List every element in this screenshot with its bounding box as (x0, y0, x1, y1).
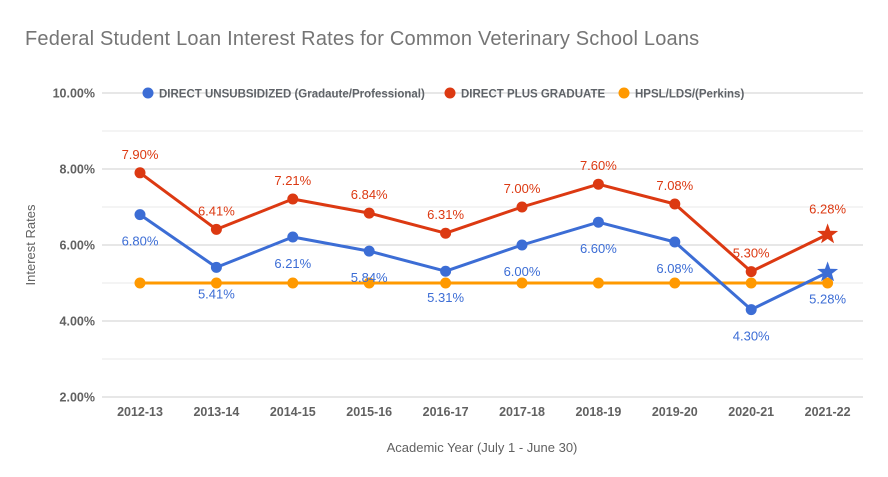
data-point-label: 5.30% (733, 246, 770, 261)
x-tick-label: 2021-22 (805, 405, 851, 419)
data-point-marker[interactable] (363, 207, 375, 219)
data-point-label: 6.28% (809, 201, 846, 216)
data-point-marker[interactable] (516, 239, 528, 251)
y-axis-title: Interest Rates (23, 204, 38, 285)
x-axis-title: Academic Year (July 1 - June 30) (387, 440, 578, 455)
series-line (138, 213, 830, 312)
y-tick-label: 4.00% (60, 315, 95, 329)
data-point-marker[interactable] (440, 227, 452, 239)
data-point-label: 6.80% (122, 234, 159, 249)
data-point-marker[interactable] (210, 277, 222, 289)
data-point-label: 6.84% (351, 187, 388, 202)
data-point-marker[interactable] (287, 193, 299, 205)
chart-title: Federal Student Loan Interest Rates for … (25, 28, 700, 50)
data-point-marker[interactable] (287, 277, 299, 289)
data-point-label: 6.21% (274, 256, 311, 271)
legend-item-label: HPSL/LDS/(Perkins) (635, 89, 744, 101)
legend-item-label: DIRECT UNSUBSIDIZED (Gradaute/Profession… (159, 89, 425, 101)
data-point-label: 5.84% (351, 270, 388, 285)
data-point-marker[interactable] (516, 277, 528, 289)
data-point-marker[interactable] (592, 277, 604, 289)
data-point-label: 5.31% (427, 290, 464, 305)
data-point-label: 7.08% (656, 178, 693, 193)
data-point-marker[interactable] (516, 201, 528, 213)
data-point-marker[interactable] (134, 167, 146, 179)
data-point-marker[interactable] (822, 277, 834, 289)
data-point-label: 5.41% (198, 286, 235, 301)
data-point-label: 6.08% (656, 261, 693, 276)
data-point-label: 4.30% (733, 329, 770, 344)
x-tick-label: 2013-14 (193, 405, 239, 419)
x-tick-label: 2012-13 (117, 405, 163, 419)
data-point-marker[interactable] (363, 277, 375, 289)
y-tick-label: 6.00% (60, 239, 95, 253)
x-tick-label: 2017-18 (499, 405, 545, 419)
data-point-label: 6.00% (504, 264, 541, 279)
data-point-star-marker[interactable] (817, 261, 839, 282)
data-point-marker[interactable] (134, 277, 146, 289)
data-point-label: 7.90% (122, 147, 159, 162)
data-point-marker[interactable] (363, 245, 375, 257)
x-tick-label: 2019-20 (652, 405, 698, 419)
data-point-marker[interactable] (669, 277, 681, 289)
data-point-marker[interactable] (440, 277, 452, 289)
legend-item[interactable]: DIRECT UNSUBSIDIZED (Gradaute/Profession… (142, 87, 425, 101)
y-tick-label: 2.00% (60, 391, 95, 405)
data-point-marker[interactable] (592, 216, 604, 228)
data-point-marker[interactable] (745, 266, 757, 278)
data-point-marker[interactable] (134, 209, 146, 221)
x-tick-label: 2020-21 (728, 405, 774, 419)
x-tick-label: 2014-15 (270, 405, 316, 419)
legend-item[interactable]: DIRECT PLUS GRADUATE (444, 87, 606, 101)
x-tick-label: 2015-16 (346, 405, 392, 419)
data-point-marker[interactable] (210, 223, 222, 235)
legend-item-label: DIRECT PLUS GRADUATE (461, 89, 606, 101)
data-point-marker[interactable] (745, 277, 757, 289)
data-point-marker[interactable] (440, 265, 452, 277)
data-point-marker[interactable] (669, 198, 681, 210)
data-point-label: 6.41% (198, 203, 235, 218)
data-point-label: 7.00% (504, 181, 541, 196)
y-tick-label: 10.00% (53, 87, 95, 101)
data-point-star-marker[interactable] (817, 223, 839, 244)
data-point-label: 7.60% (580, 158, 617, 173)
legend-marker-icon (618, 87, 630, 99)
series-line (138, 171, 830, 274)
legend-marker-icon (444, 87, 456, 99)
data-point-marker[interactable] (669, 236, 681, 248)
data-point-label: 6.60% (580, 241, 617, 256)
x-tick-label: 2018-19 (575, 405, 621, 419)
legend-item[interactable]: HPSL/LDS/(Perkins) (618, 87, 745, 101)
data-point-label: 5.28% (809, 291, 846, 306)
y-tick-label: 8.00% (60, 163, 95, 177)
data-point-marker[interactable] (287, 231, 299, 243)
data-point-label: 6.31% (427, 207, 464, 222)
legend-marker-icon (142, 87, 154, 99)
data-point-marker[interactable] (210, 261, 222, 273)
x-tick-label: 2016-17 (423, 405, 469, 419)
data-point-label: 7.21% (274, 173, 311, 188)
data-point-marker[interactable] (592, 178, 604, 190)
data-point-marker[interactable] (745, 304, 757, 316)
